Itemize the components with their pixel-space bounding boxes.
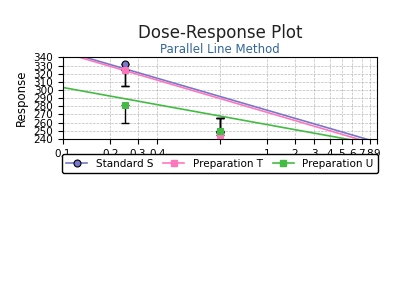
Text: Parallel Line Method: Parallel Line Method	[160, 43, 280, 56]
X-axis label: Dose: Dose	[205, 164, 235, 177]
Y-axis label: Response: Response	[15, 70, 28, 126]
Legend: Standard S, Preparation T, Preparation U: Standard S, Preparation T, Preparation U	[62, 154, 378, 173]
Title: Dose-Response Plot: Dose-Response Plot	[138, 24, 302, 42]
